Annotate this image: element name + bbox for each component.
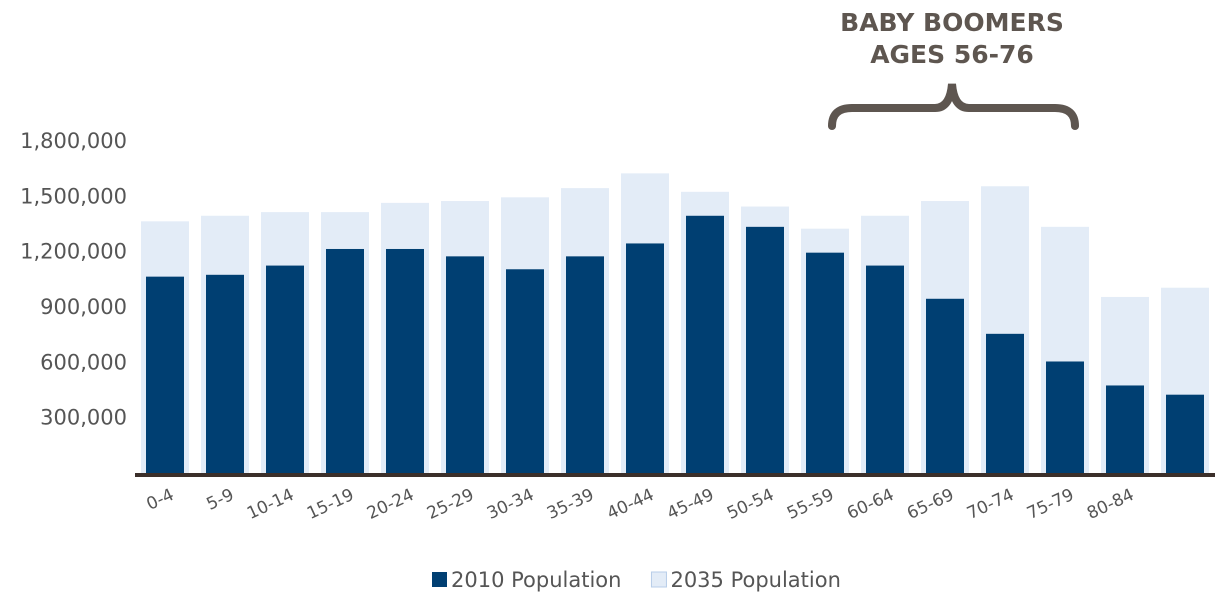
y-tick-label: 1,200,000 xyxy=(20,240,127,264)
bar xyxy=(566,256,604,474)
x-tick-label: 5-9 xyxy=(204,485,238,515)
bar xyxy=(986,333,1024,474)
bar xyxy=(746,226,784,474)
bar xyxy=(206,274,244,474)
x-tick-label: 55-59 xyxy=(784,485,837,524)
bar xyxy=(1046,361,1084,474)
bar xyxy=(266,265,304,474)
x-tick-label: 65-69 xyxy=(904,485,957,524)
bar xyxy=(926,298,964,474)
brace xyxy=(828,83,1079,130)
bar xyxy=(386,248,424,474)
legend-label: 2035 Population xyxy=(670,568,840,592)
x-tick-label: 80-84 xyxy=(1084,485,1137,524)
legend-swatch xyxy=(650,571,667,588)
x-tick-label: 60-64 xyxy=(844,485,897,524)
x-tick-label: 45-49 xyxy=(664,485,717,524)
x-tick-label: 0-4 xyxy=(144,485,178,515)
x-tick-label: 70-74 xyxy=(964,485,1017,524)
bar xyxy=(806,252,844,474)
legend-swatch xyxy=(432,572,447,587)
bar xyxy=(1106,385,1144,474)
x-tick-label: 15-19 xyxy=(304,485,357,524)
x-tick-label: 50-54 xyxy=(724,485,777,524)
x-tick-label: 20-24 xyxy=(364,485,417,524)
x-tick-label: 75-79 xyxy=(1024,485,1077,524)
bar xyxy=(626,243,664,474)
y-tick-label: 900,000 xyxy=(40,295,127,319)
x-tick-label: 40-44 xyxy=(604,485,657,524)
annotation: BABY BOOMERS xyxy=(840,8,1064,37)
bar xyxy=(146,276,184,474)
bar xyxy=(446,256,484,474)
x-tick-label: 35-39 xyxy=(544,485,597,524)
bar xyxy=(1166,394,1204,474)
bar xyxy=(686,215,724,474)
y-tick-label: 1,500,000 xyxy=(20,184,127,208)
x-tick-label: 10-14 xyxy=(244,485,297,524)
y-tick-label: 300,000 xyxy=(40,406,127,430)
annotation: AGES 56-76 xyxy=(870,40,1034,69)
bar xyxy=(326,248,364,474)
legend-label: 2010 Population xyxy=(451,568,621,592)
bar xyxy=(866,265,904,474)
y-tick-label: 1,800,000 xyxy=(20,129,127,153)
x-tick-label: 30-34 xyxy=(484,485,537,524)
x-tick-label: 25-29 xyxy=(424,485,477,524)
bar xyxy=(506,269,544,474)
y-tick-label: 600,000 xyxy=(40,350,127,374)
